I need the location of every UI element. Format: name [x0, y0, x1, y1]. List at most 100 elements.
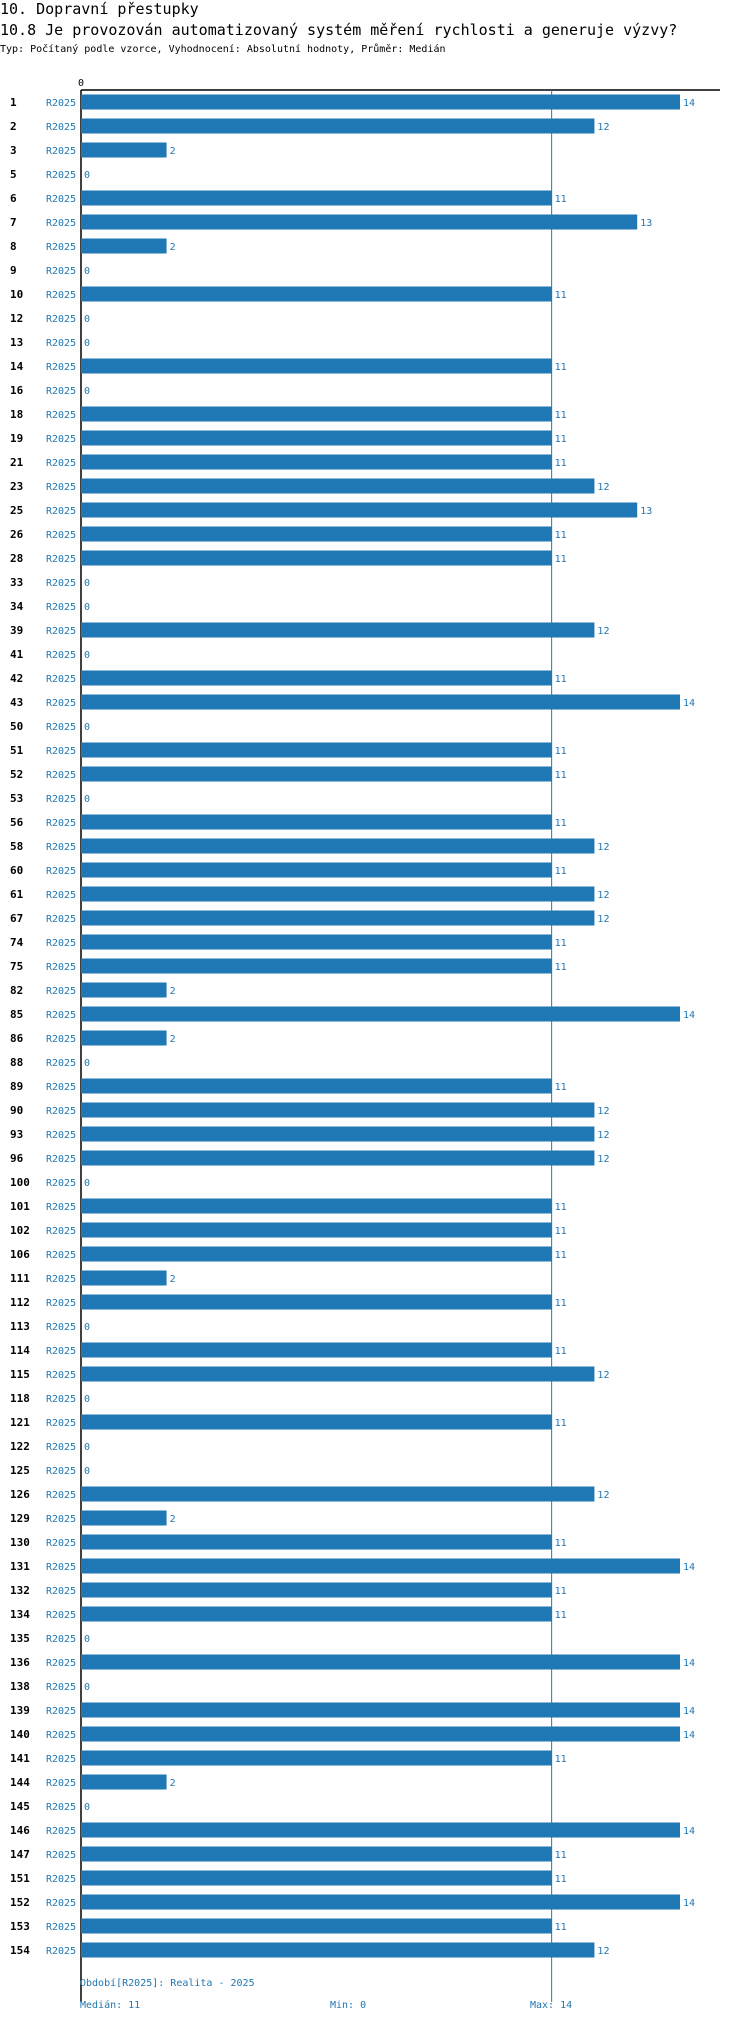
- row-label: 111: [10, 1272, 30, 1285]
- series-label: R2025: [46, 1706, 76, 1717]
- bar: [81, 526, 552, 542]
- row-label: 21: [10, 456, 24, 469]
- row-label: 121: [10, 1416, 30, 1429]
- bar: [81, 142, 167, 158]
- row-label: 5: [10, 168, 17, 181]
- bar: [81, 1942, 595, 1958]
- series-label: R2025: [46, 1418, 76, 1429]
- row-label: 88: [10, 1056, 23, 1069]
- bar: [81, 1198, 552, 1214]
- bar: [81, 1894, 680, 1910]
- value-label: 11: [555, 1922, 567, 1933]
- bar: [81, 118, 595, 134]
- series-label: R2025: [46, 290, 76, 301]
- value-label: 12: [597, 1130, 609, 1141]
- value-label: 0: [84, 1466, 90, 1477]
- value-label: 11: [555, 194, 567, 205]
- value-label: 14: [683, 1898, 695, 1909]
- row-label: 67: [10, 912, 23, 925]
- series-label: R2025: [46, 434, 76, 445]
- series-label: R2025: [46, 1370, 76, 1381]
- row-label: 9: [10, 264, 17, 277]
- series-label: R2025: [46, 98, 76, 109]
- series-label: R2025: [46, 1898, 76, 1909]
- value-label: 0: [84, 722, 90, 733]
- bar: [81, 190, 552, 206]
- value-label: 0: [84, 386, 90, 397]
- row-label: 154: [10, 1944, 30, 1957]
- min-summary: Min: 0: [330, 2000, 367, 2011]
- row-label: 75: [10, 960, 23, 973]
- series-label: R2025: [46, 1850, 76, 1861]
- row-label: 96: [10, 1152, 24, 1165]
- bar: [81, 958, 552, 974]
- series-label: R2025: [46, 1490, 76, 1501]
- series-label: R2025: [46, 170, 76, 181]
- row-label: 139: [10, 1704, 30, 1717]
- value-label: 0: [84, 602, 90, 613]
- series-label: R2025: [46, 1754, 76, 1765]
- value-label: 11: [555, 362, 567, 373]
- value-label: 14: [683, 698, 695, 709]
- bar: [81, 1222, 552, 1238]
- series-label: R2025: [46, 122, 76, 133]
- row-label: 23: [10, 480, 23, 493]
- row-label: 41: [10, 648, 24, 661]
- row-label: 52: [10, 768, 23, 781]
- row-label: 19: [10, 432, 23, 445]
- value-label: 0: [84, 1682, 90, 1693]
- row-label: 3: [10, 144, 17, 157]
- series-label: R2025: [46, 1874, 76, 1885]
- series-label: R2025: [46, 1586, 76, 1597]
- series-label: R2025: [46, 842, 76, 853]
- row-label: 43: [10, 696, 23, 709]
- value-label: 11: [555, 1874, 567, 1885]
- value-label: 0: [84, 1442, 90, 1453]
- series-label: R2025: [46, 1778, 76, 1789]
- bar: [81, 1726, 680, 1742]
- value-label: 11: [555, 1850, 567, 1861]
- row-label: 130: [10, 1536, 30, 1549]
- value-label: 12: [597, 1946, 609, 1957]
- row-label: 33: [10, 576, 23, 589]
- row-label: 126: [10, 1488, 30, 1501]
- bar: [81, 1078, 552, 1094]
- value-label: 14: [683, 1826, 695, 1837]
- bar: [81, 406, 552, 422]
- row-label: 8: [10, 240, 17, 253]
- series-label: R2025: [46, 1538, 76, 1549]
- value-label: 11: [555, 1586, 567, 1597]
- row-label: 56: [10, 816, 24, 829]
- series-label: R2025: [46, 1010, 76, 1021]
- bar: [81, 430, 552, 446]
- series-label: R2025: [46, 1514, 76, 1525]
- bar: [81, 550, 552, 566]
- value-label: 12: [597, 914, 609, 925]
- value-label: 12: [597, 1106, 609, 1117]
- value-label: 11: [555, 290, 567, 301]
- value-label: 2: [170, 1778, 176, 1789]
- series-label: R2025: [46, 506, 76, 517]
- row-label: 118: [10, 1392, 30, 1405]
- row-label: 1: [10, 96, 17, 109]
- bar: [81, 1150, 595, 1166]
- row-label: 7: [10, 216, 17, 229]
- value-label: 11: [555, 458, 567, 469]
- row-label: 134: [10, 1608, 30, 1621]
- series-label: R2025: [46, 890, 76, 901]
- series-label: R2025: [46, 1826, 76, 1837]
- bar: [81, 1870, 552, 1886]
- value-label: 11: [555, 1538, 567, 1549]
- value-label: 12: [597, 1154, 609, 1165]
- value-label: 11: [555, 938, 567, 949]
- value-label: 12: [597, 482, 609, 493]
- x-tick-label: 0: [78, 78, 84, 89]
- value-label: 0: [84, 1802, 90, 1813]
- bar: [81, 838, 595, 854]
- value-label: 11: [555, 1202, 567, 1213]
- value-label: 14: [683, 98, 695, 109]
- value-label: 2: [170, 1274, 176, 1285]
- value-label: 11: [555, 674, 567, 685]
- series-label: R2025: [46, 1346, 76, 1357]
